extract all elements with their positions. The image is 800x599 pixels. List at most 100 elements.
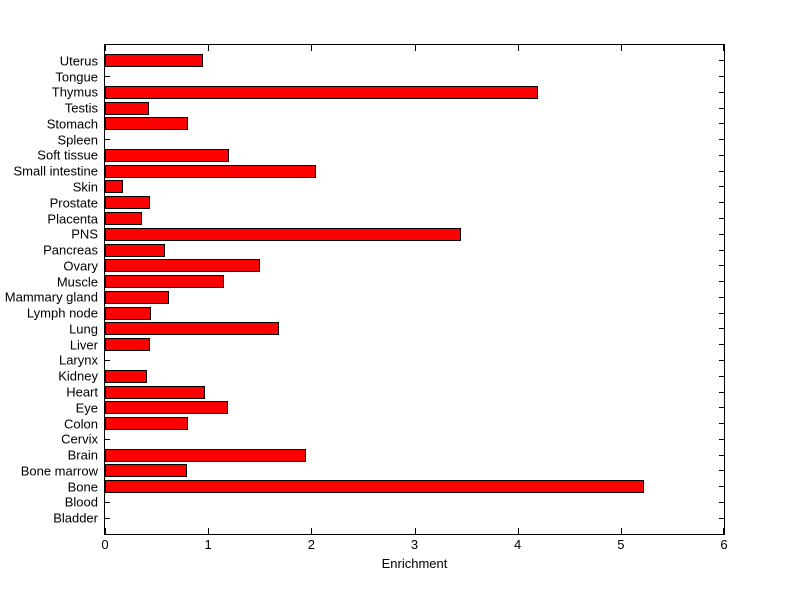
- bar: [105, 148, 229, 162]
- y-tick-label: Skin: [72, 179, 98, 195]
- x-tick-top: [105, 45, 106, 51]
- bar: [105, 101, 150, 115]
- bar: [105, 180, 123, 194]
- y-tick-right: [719, 139, 724, 141]
- x-axis-title: Enrichment: [381, 556, 448, 571]
- y-tick-label: Testis: [64, 100, 98, 116]
- y-tick-label: Pancreas: [43, 242, 98, 258]
- bar: [105, 306, 152, 320]
- y-tick-left: [105, 139, 110, 141]
- y-tick-right: [719, 312, 724, 314]
- x-tick-top: [311, 45, 313, 51]
- y-tick-left: [105, 517, 110, 519]
- y-tick-label: Placenta: [47, 211, 98, 227]
- y-tick-label: Muscle: [56, 274, 98, 290]
- y-tick-right: [719, 407, 724, 409]
- y-tick-label: Cervix: [61, 431, 98, 447]
- bar: [105, 417, 188, 431]
- y-tick-label: Blood: [64, 494, 98, 510]
- y-tick-right: [719, 423, 724, 425]
- x-tick-label: 5: [617, 537, 625, 552]
- y-tick-label: Stomach: [46, 116, 98, 132]
- y-tick-label: Mammary gland: [4, 289, 98, 305]
- x-tick-bottom: [311, 528, 313, 534]
- y-tick-right: [719, 375, 724, 377]
- plot-area: Uterus Tongue Thymus Testis Stomach Spleen Sof…: [5, 44, 725, 535]
- y-tick-right: [719, 218, 724, 220]
- y-tick-left: [105, 438, 110, 440]
- bar: [105, 448, 307, 462]
- y-tick-right: [719, 359, 724, 361]
- bar: [105, 212, 143, 226]
- y-tick-label: Bone: [67, 479, 98, 495]
- y-tick-right: [719, 391, 724, 393]
- x-tick-bottom: [620, 528, 622, 534]
- y-tick-right: [719, 438, 724, 440]
- y-tick-label: Soft tissue: [37, 147, 98, 163]
- y-tick-left: [105, 501, 110, 503]
- y-tick-right: [719, 154, 724, 156]
- y-tick-label: Larynx: [58, 352, 98, 368]
- y-tick-label: Spleen: [57, 132, 98, 148]
- y-tick-label: Bladder: [53, 510, 98, 526]
- y-tick-right: [719, 344, 724, 346]
- bar: [105, 259, 260, 273]
- y-tick-right: [719, 281, 724, 283]
- bar: [105, 401, 228, 415]
- y-tick-right: [719, 486, 724, 488]
- x-tick-bottom: [414, 528, 416, 534]
- x-tick-label: 0: [101, 537, 109, 552]
- y-tick-label: Liver: [69, 337, 98, 353]
- y-tick-right: [719, 517, 724, 519]
- y-tick-right: [719, 470, 724, 472]
- bar: [105, 85, 539, 99]
- bar: [105, 464, 187, 478]
- x-tick-label: 3: [410, 537, 419, 552]
- y-tick-right: [719, 170, 724, 172]
- x-tick-bottom: [105, 528, 106, 534]
- y-tick-label: Kidney: [58, 368, 98, 384]
- y-tick-label: Colon: [64, 416, 98, 432]
- x-tick-bottom: [208, 528, 210, 534]
- bar: [105, 243, 165, 257]
- y-tick-right: [719, 60, 724, 62]
- y-tick-right: [719, 202, 724, 204]
- y-tick-label: Heart: [66, 384, 98, 400]
- y-tick-right: [719, 265, 724, 267]
- x-tick-label: 1: [204, 537, 212, 552]
- y-tick-label: Small intestine: [13, 163, 98, 179]
- x-tick-top: [620, 45, 622, 51]
- bar: [105, 338, 151, 352]
- y-tick-label: Uterus: [59, 53, 98, 69]
- bar: [105, 196, 151, 210]
- y-tick-label: Ovary: [63, 258, 98, 274]
- y-tick-left: [105, 76, 110, 78]
- y-tick-left: [105, 359, 110, 361]
- y-tick-right: [719, 91, 724, 93]
- x-tick-top: [723, 45, 724, 51]
- y-tick-label: Lung: [69, 321, 98, 337]
- y-tick-right: [719, 328, 724, 330]
- y-tick-right: [719, 296, 724, 298]
- bar: [105, 322, 280, 336]
- x-tick-bottom: [723, 528, 724, 534]
- bar: [105, 385, 206, 399]
- bar: [105, 227, 461, 241]
- bar: [105, 164, 317, 178]
- y-tick-right: [719, 123, 724, 125]
- x-tick-label: 6: [720, 537, 728, 552]
- y-tick-right: [719, 249, 724, 251]
- y-tick-label: PNS: [71, 226, 98, 242]
- bar: [105, 117, 188, 131]
- y-tick-label: Bone marrow: [20, 463, 98, 479]
- y-tick-right: [719, 107, 724, 109]
- y-tick-right: [719, 233, 724, 235]
- y-tick-right: [719, 76, 724, 78]
- x-tick-top: [414, 45, 416, 51]
- y-tick-right: [719, 501, 724, 503]
- bar: [105, 480, 644, 494]
- y-tick-label: Tongue: [55, 69, 98, 85]
- bar: [105, 369, 148, 383]
- y-tick-right: [719, 186, 724, 188]
